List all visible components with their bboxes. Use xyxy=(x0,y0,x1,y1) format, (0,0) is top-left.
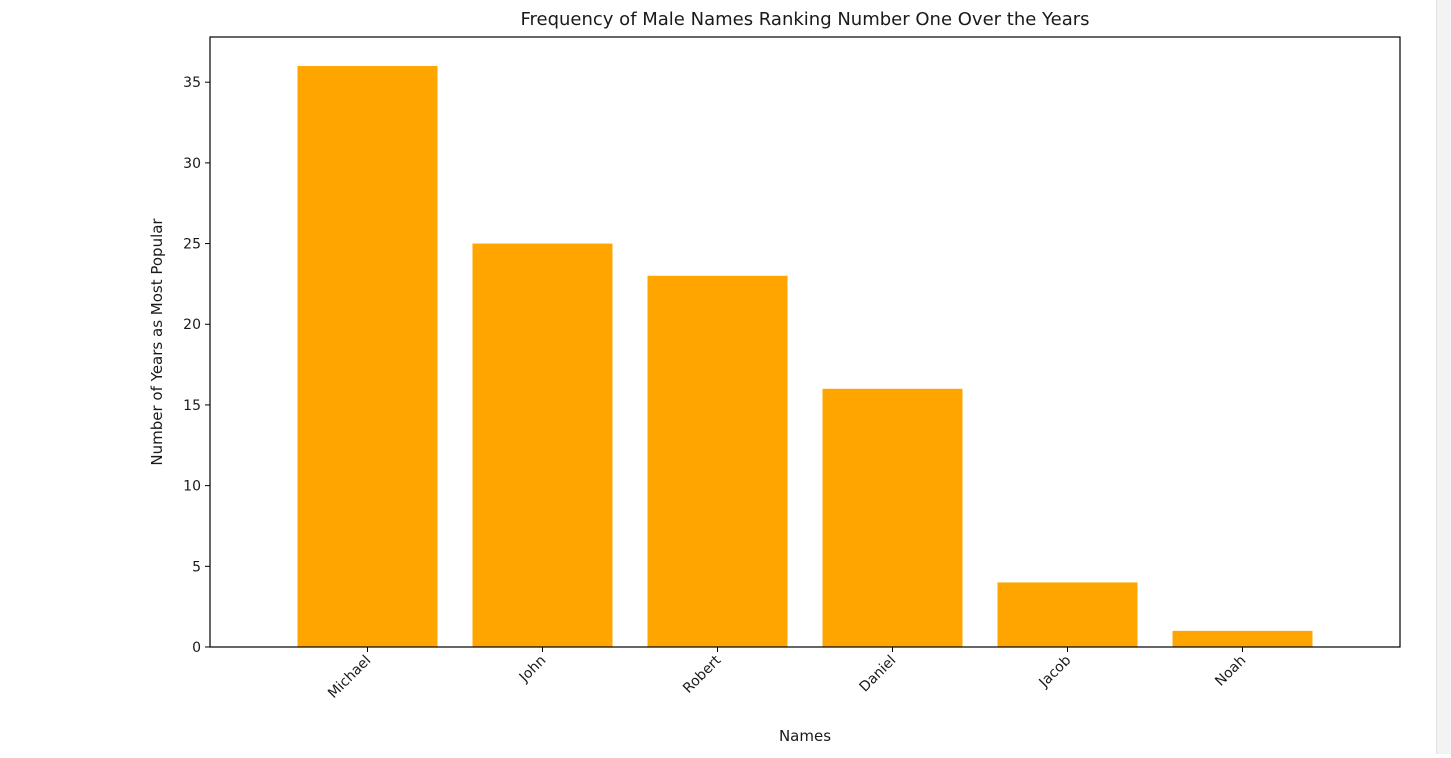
y-tick-label: 30 xyxy=(183,156,201,172)
bar-noah xyxy=(1172,630,1313,647)
y-axis: 0 5 10 15 20 25 30 35 xyxy=(183,75,210,656)
x-tick-label-jacob: Jacob xyxy=(1036,652,1075,691)
bars-group xyxy=(297,66,1313,648)
y-tick-label: 15 xyxy=(183,398,201,414)
x-axis-label: Names xyxy=(779,727,831,745)
chart-title: Frequency of Male Names Ranking Number O… xyxy=(520,9,1089,30)
x-tick-label-robert: Robert xyxy=(680,652,724,696)
x-axis: Michael John Robert Daniel Jacob Noah xyxy=(325,647,1249,702)
bar-john xyxy=(472,243,613,647)
y-tick-label: 25 xyxy=(183,237,201,253)
y-tick-label: 20 xyxy=(183,317,201,333)
y-tick-label: 5 xyxy=(192,559,201,575)
y-tick-label: 10 xyxy=(183,479,201,495)
bar-jacob xyxy=(997,582,1138,647)
y-axis-label: Number of Years as Most Popular xyxy=(148,218,166,466)
plot-frame xyxy=(209,36,1401,648)
x-tick-label-john: John xyxy=(516,653,550,687)
y-tick-label: 0 xyxy=(192,640,201,656)
window-scrollbar-edge xyxy=(1436,0,1451,754)
x-tick-label-noah: Noah xyxy=(1212,653,1249,690)
x-tick-label-michael: Michael xyxy=(325,653,374,702)
bar-michael xyxy=(297,66,438,648)
x-tick-label-daniel: Daniel xyxy=(856,653,899,696)
bar-robert xyxy=(647,275,788,647)
bar-daniel xyxy=(822,388,963,647)
y-tick-label: 35 xyxy=(183,75,201,91)
